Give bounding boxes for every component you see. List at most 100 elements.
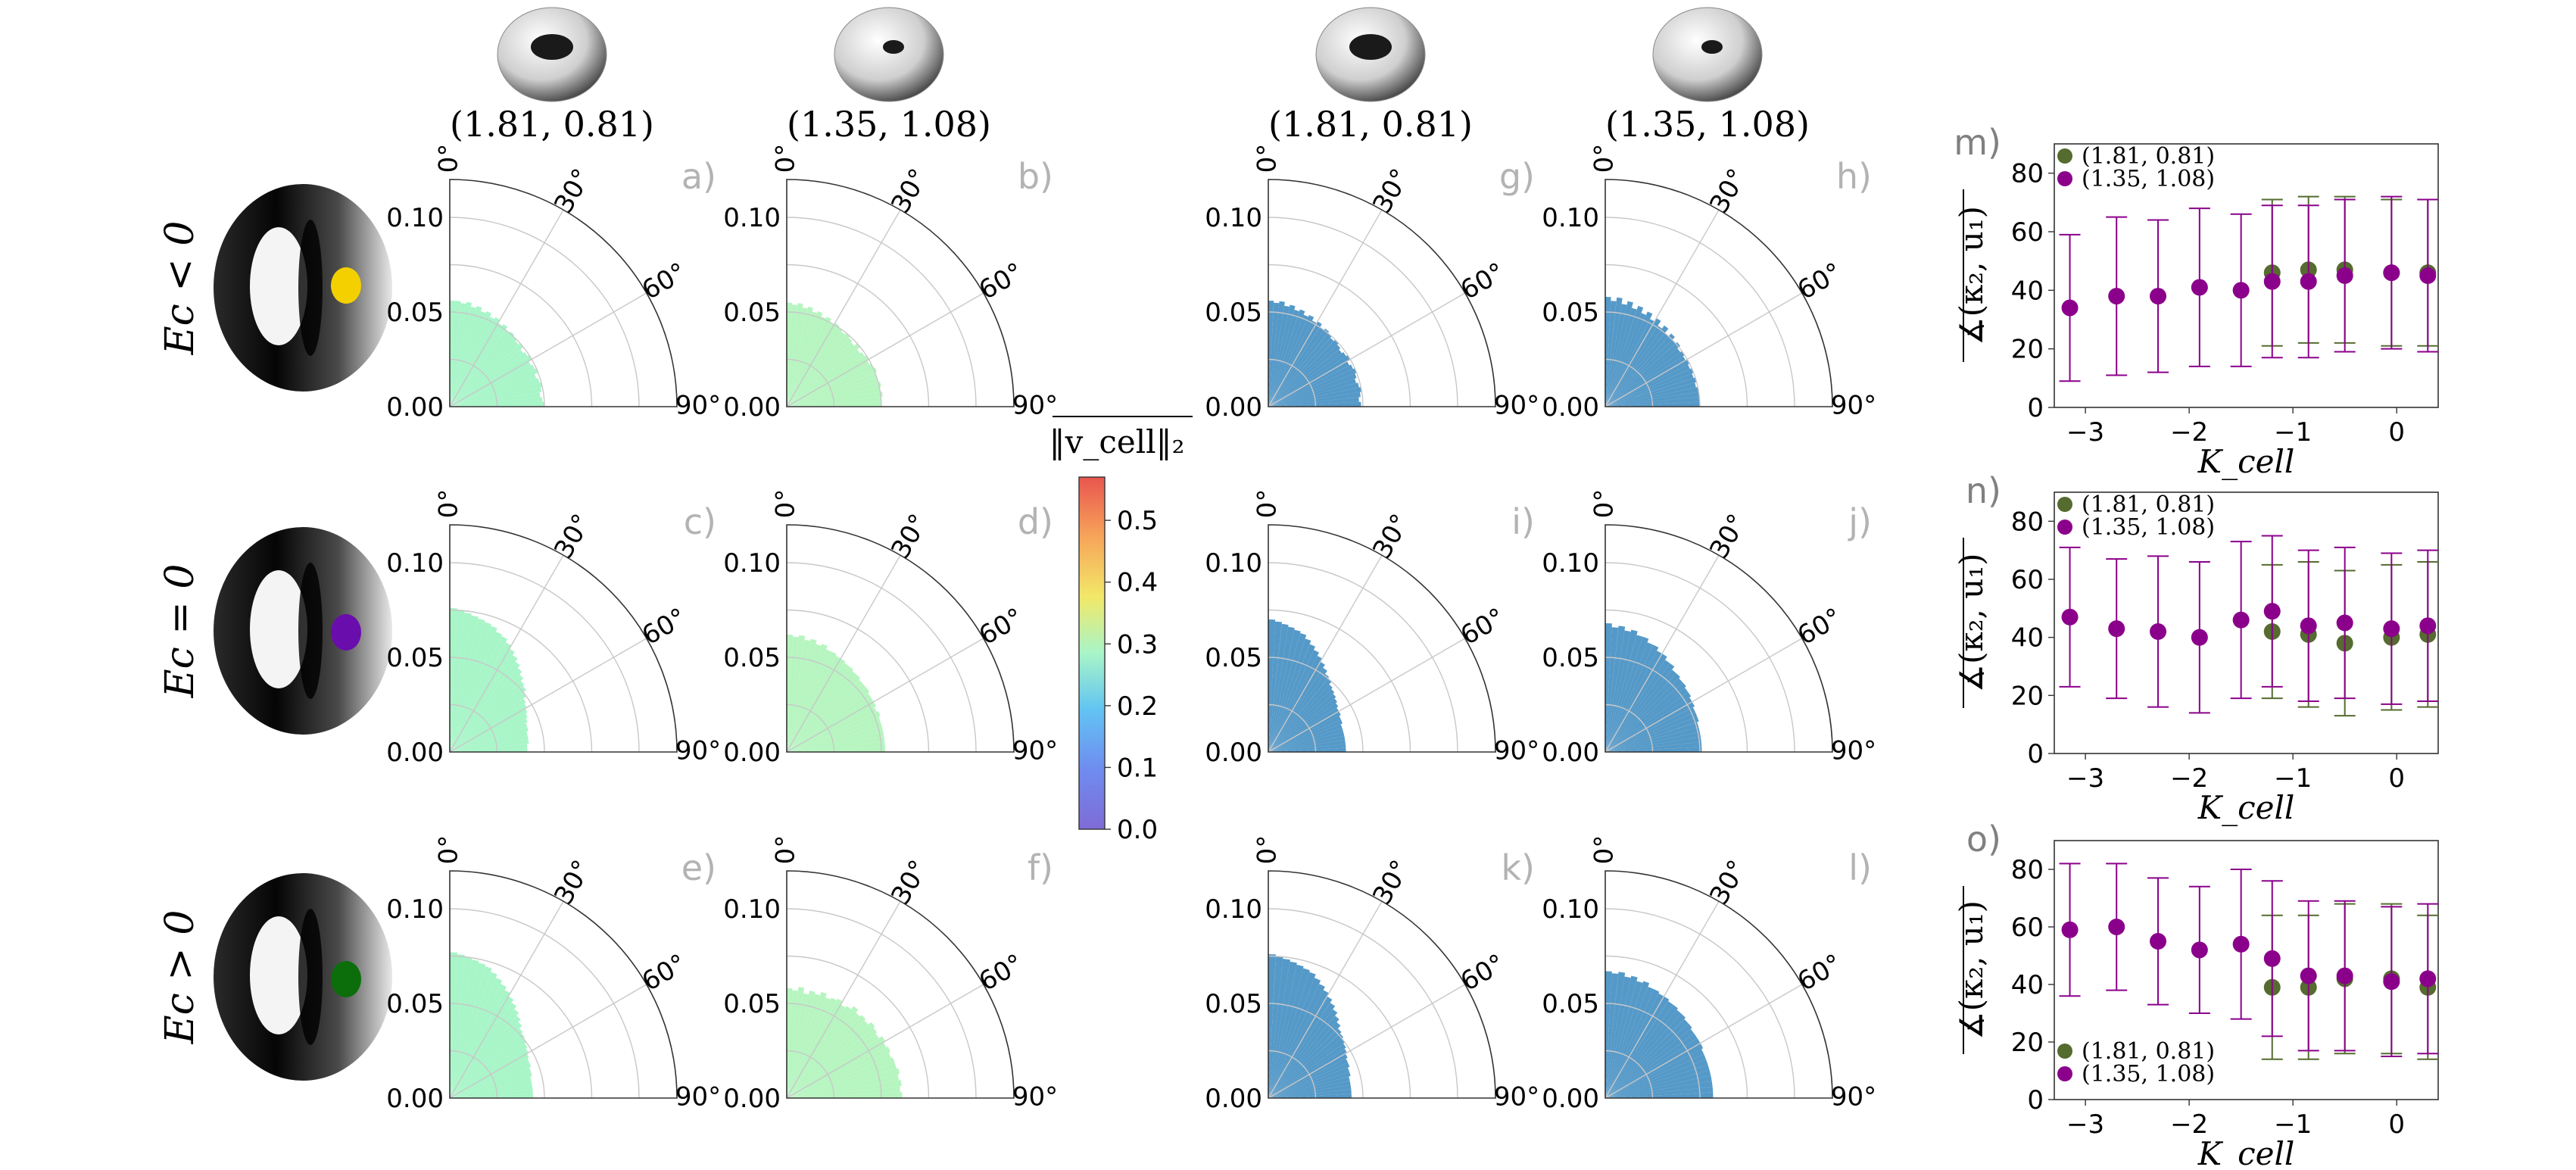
histogram-bar	[1605, 301, 1617, 407]
colorbar-tick-label: 0.0	[1117, 815, 1158, 845]
histogram-bar	[787, 1036, 885, 1098]
histogram-bar	[450, 1094, 533, 1098]
angle-label: 30°	[548, 164, 597, 218]
scatter-panel: 0 20 40 60 80 −3 −2 −1 0 K_cell ∡(κ₂, u₁) m) (1.81, …	[1953, 122, 2439, 480]
radial-tick-label: 0.05	[1205, 298, 1262, 328]
histogram-bar	[1605, 732, 1701, 752]
header-torus-icon	[1652, 7, 1763, 102]
histogram-bar	[1268, 327, 1324, 407]
radial-gridline	[786, 908, 977, 1099]
histogram-bar	[787, 303, 803, 407]
panel-label: i)	[1511, 501, 1535, 542]
histogram-bar	[1268, 740, 1346, 752]
histogram-bar	[787, 991, 816, 1098]
panel-label: o)	[1966, 819, 2001, 860]
histogram-bar	[1605, 1054, 1706, 1098]
torus-hole-icon	[1701, 40, 1723, 54]
data-point	[2419, 617, 2437, 635]
histogram-bar	[787, 1086, 900, 1098]
polar-panel: 0.00 0.05 0.10 0° 30° 60° 90° i)	[1205, 489, 1539, 768]
header-torus-icon	[834, 7, 944, 102]
histogram-bar	[787, 392, 883, 407]
angle-label: 0°	[771, 489, 801, 519]
radial-tick-label: 0.00	[1542, 1084, 1599, 1114]
angular-gridline	[449, 209, 564, 407]
histogram-bar	[450, 1009, 519, 1098]
angular-gridline	[786, 554, 901, 753]
torus-hole-icon	[250, 916, 307, 1034]
histogram-bar	[1268, 724, 1343, 752]
radial-tick-label: 0.10	[386, 894, 444, 925]
angular-gridline	[1605, 638, 1803, 753]
angle-label: 30°	[1704, 164, 1753, 218]
histogram-bar	[450, 959, 479, 1098]
histogram-bar	[1605, 691, 1692, 752]
histogram-bar	[1268, 1038, 1346, 1098]
radial-gridline	[1268, 955, 1411, 1099]
histogram-bar	[1605, 707, 1695, 752]
torus-icon	[214, 184, 392, 392]
radial-tick-label: 0.00	[1205, 738, 1262, 768]
radial-gridline	[1605, 657, 1701, 753]
angle-label: 0°	[1589, 144, 1620, 173]
row-label: Ec < 0	[157, 221, 203, 356]
marker-dot-icon	[331, 267, 361, 304]
histogram-bar	[450, 698, 526, 752]
histogram-bar	[1605, 660, 1670, 752]
radial-tick-label: 0.10	[1205, 894, 1262, 925]
polar-panel: 0.00 0.05 0.10 0° 30° 60° 90° l)	[1542, 835, 1876, 1114]
histogram-bar	[1605, 351, 1685, 407]
legend-marker	[2057, 519, 2072, 535]
angle-label: 30°	[885, 164, 934, 218]
histogram-bar	[1268, 301, 1274, 407]
histogram-bar	[1268, 332, 1332, 407]
histogram-bar	[450, 1072, 532, 1098]
histogram-bar	[450, 343, 524, 407]
histogram-bar	[787, 688, 870, 752]
panel-label: m)	[1954, 122, 2001, 163]
histogram-bar	[450, 972, 497, 1098]
radial-tick-label: 0.00	[1542, 738, 1599, 768]
polar-panel: 0.00 0.05 0.10 0° 30° 60° 90° f)	[723, 835, 1058, 1114]
polar-frame	[1605, 524, 1833, 753]
histogram-bar	[787, 373, 877, 407]
polar-panel: 0.00 0.05 0.10 0° 30° 60° 90° h)	[1542, 144, 1876, 423]
histogram-bar	[450, 622, 491, 752]
colorbar-tick-label: 0.3	[1117, 629, 1158, 660]
data-point	[2383, 264, 2400, 282]
histogram-bar	[1268, 1058, 1349, 1098]
radial-tick-label: 0.00	[1542, 392, 1599, 423]
histogram-bar	[1605, 1075, 1712, 1098]
radial-tick-label: 0.00	[723, 738, 781, 768]
radial-gridline	[786, 609, 930, 753]
radial-gridline	[1605, 311, 1701, 407]
histogram-bar	[1268, 956, 1283, 1098]
y-tick-label: 80	[2011, 507, 2044, 537]
polar-panel: 0.00 0.05 0.10 0° 30° 60° 90° a)	[386, 144, 721, 423]
angle-label: 0°	[434, 144, 464, 173]
torus-icon	[214, 873, 392, 1081]
angle-label: 0°	[1252, 835, 1283, 865]
radial-tick-label: 0.10	[1542, 203, 1599, 233]
panel-label: c)	[684, 501, 716, 542]
histogram-bar	[1268, 1089, 1352, 1098]
angle-label: 90°	[1831, 391, 1876, 421]
y-tick-label: 80	[2011, 855, 2044, 885]
histogram-bar	[450, 636, 507, 752]
radial-gridline	[1268, 217, 1458, 407]
radial-gridline	[786, 311, 882, 407]
histogram-bar	[1605, 972, 1626, 1098]
histogram-bar	[1605, 973, 1619, 1098]
histogram-bar	[450, 307, 476, 407]
histogram-bar	[450, 1081, 532, 1098]
histogram-bar	[1605, 654, 1667, 752]
radial-tick-label: 0.00	[723, 392, 781, 423]
panel-label: h)	[1836, 156, 1872, 197]
data-point	[2336, 967, 2353, 984]
histogram-bar	[787, 658, 846, 752]
polar-frame	[786, 870, 1015, 1099]
histogram-bar	[1268, 954, 1276, 1098]
histogram-bar	[1268, 1084, 1352, 1098]
marker-dot-icon	[331, 614, 361, 651]
histogram-bar	[1268, 728, 1343, 752]
